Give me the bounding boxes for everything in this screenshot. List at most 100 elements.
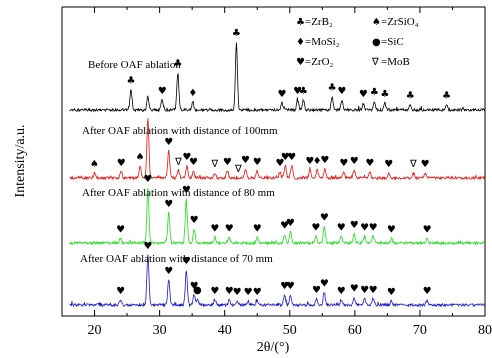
- series-traces: [69, 42, 486, 308]
- legend-item: ♣ =ZrB₂: [296, 16, 333, 28]
- peak-marker: ♥: [244, 287, 253, 298]
- peak-marker: ●: [193, 285, 202, 296]
- peak-marker: ♥: [337, 222, 346, 233]
- series-label: After OAF ablation with distance of 100m…: [82, 125, 278, 137]
- legend-label: =MoSi₂: [305, 36, 340, 48]
- series-labels: Before OAF ablation After OAF ablation wi…: [80, 59, 278, 265]
- series-line: [69, 187, 486, 246]
- legend-item: ♠ =ZrSiO₄: [372, 16, 419, 28]
- peak-marker: ♥: [253, 224, 262, 235]
- series-label: Before OAF ablation: [88, 59, 181, 71]
- peak-marker: ♥: [158, 86, 167, 97]
- peak-markers: ♣♥♣♦♣♥ ♥♣ ♣ ♥ ♥ ♣ ♣ ♣ ♣♠ ♥♠♥∇ ♥♥ ∇ ♥∇♥ ♥ ♥♥♥ ♥♦♥ ♥ ♥ ♥ ♥ ∇ ♥♥…: [90, 28, 451, 298]
- x-tick-label: 50: [283, 323, 297, 338]
- peak-marker: ♥: [225, 224, 234, 235]
- peak-marker: ∇: [409, 159, 417, 170]
- x-axis-label: 2θ/(°): [257, 340, 290, 355]
- peak-marker: ♥: [182, 256, 191, 267]
- peak-marker: ♥: [305, 156, 314, 167]
- legend-marker: ♦: [296, 37, 305, 48]
- legend-label: =MoB: [381, 56, 410, 68]
- x-tick-label: 70: [413, 323, 427, 338]
- peak-marker: ♥: [320, 213, 329, 224]
- peak-marker: ♥: [143, 174, 152, 185]
- peak-marker: ♥: [287, 152, 296, 163]
- legend-item: ∇ =MoB: [371, 56, 410, 68]
- series-label: After OAF ablation with distance of 80 m…: [82, 187, 275, 199]
- peak-marker: ♥: [164, 266, 173, 277]
- peak-marker: ♥: [225, 286, 234, 297]
- peak-marker: ♥: [286, 281, 295, 292]
- x-tick-label: 80: [478, 323, 492, 338]
- peak-marker: ♥: [320, 279, 329, 290]
- legend-marker: ♣: [296, 17, 305, 28]
- x-axis: 20 30 40 50 60 70 80: [61, 7, 492, 338]
- peak-marker: ♥: [423, 225, 432, 236]
- peak-marker: ∇: [234, 164, 242, 175]
- peak-marker: ♥: [143, 241, 152, 252]
- peak-marker: ♣: [370, 87, 379, 98]
- peak-marker: ♥: [423, 286, 432, 297]
- peak-marker: ♥: [350, 284, 359, 295]
- peak-marker: ♥: [182, 185, 191, 196]
- legend-label: =ZrSiO₄: [381, 16, 419, 28]
- legend-item: ♥ =ZrO₂: [296, 56, 334, 68]
- legend-marker: ∇: [371, 57, 379, 68]
- x-tick-label: 20: [88, 323, 102, 338]
- peak-marker: ♥: [339, 158, 348, 169]
- peak-marker: ♣: [127, 76, 136, 87]
- peak-marker: ♥: [311, 222, 320, 233]
- peak-marker: ♥: [312, 285, 321, 296]
- peak-marker: ♥: [241, 155, 250, 166]
- peak-marker: ♥: [387, 225, 396, 236]
- peak-marker: ♥: [350, 156, 359, 167]
- peak-marker: ♦: [313, 156, 322, 167]
- peak-marker: ♣: [380, 89, 389, 100]
- peak-marker: ♥: [189, 157, 198, 168]
- peak-marker: ♦: [188, 88, 197, 99]
- peak-marker: ♥: [280, 221, 289, 232]
- peak-marker: ♥: [210, 224, 219, 235]
- series-label: After OAF ablation with distance of 70 m…: [80, 253, 273, 265]
- peak-marker: ♣: [328, 82, 337, 93]
- x-tick-label: 30: [153, 323, 167, 338]
- peak-marker: ♥: [359, 89, 368, 100]
- peak-marker: ♥: [164, 199, 173, 210]
- legend-item: ● =SiC: [372, 36, 404, 48]
- legend-marker: ♥: [296, 57, 305, 68]
- peak-marker: ♥: [190, 215, 199, 226]
- peak-marker: ♥: [337, 286, 346, 297]
- legend-marker: ●: [372, 37, 381, 48]
- peak-marker: ♥: [278, 89, 287, 100]
- peak-marker: ♠: [136, 152, 145, 163]
- legend: ♣ =ZrB₂ ♠ =ZrSiO₄ ♦ =MoSi₂ ● =SiC ♥ =ZrO₂ ∇ =MoB: [296, 16, 419, 68]
- peak-marker: ♥: [365, 158, 374, 169]
- legend-label: =SiC: [381, 36, 404, 48]
- legend-item: ♦ =MoSi₂: [296, 36, 340, 48]
- peak-marker: ♥: [387, 287, 396, 298]
- peak-marker: ♥: [253, 287, 262, 298]
- peak-marker: ♥: [182, 152, 191, 163]
- peak-marker: ♥: [360, 285, 369, 296]
- peak-marker: ∇: [211, 159, 219, 170]
- peak-marker: ♥: [286, 218, 295, 229]
- x-tick-label: 40: [218, 323, 232, 338]
- series-line: [69, 254, 485, 308]
- peak-marker: ♥: [369, 285, 378, 296]
- peak-marker: ♥: [360, 222, 369, 233]
- x-tick-label: 60: [348, 323, 362, 338]
- peak-marker: ♥: [369, 222, 378, 233]
- peak-marker: ♥: [116, 225, 125, 236]
- y-axis-label: Intensity/a.u.: [13, 124, 28, 197]
- peak-marker: ♣: [406, 91, 415, 102]
- peak-marker: ♥: [253, 157, 262, 168]
- peak-marker: ♥: [280, 281, 289, 292]
- peak-marker: ♣: [232, 28, 241, 39]
- peak-marker: ♥: [337, 86, 346, 97]
- peak-marker: ♣: [173, 59, 182, 70]
- peak-marker: ♥: [350, 220, 359, 231]
- peak-marker: ♥: [276, 158, 285, 169]
- peak-marker: ♠: [90, 159, 99, 170]
- series-line: [69, 118, 486, 181]
